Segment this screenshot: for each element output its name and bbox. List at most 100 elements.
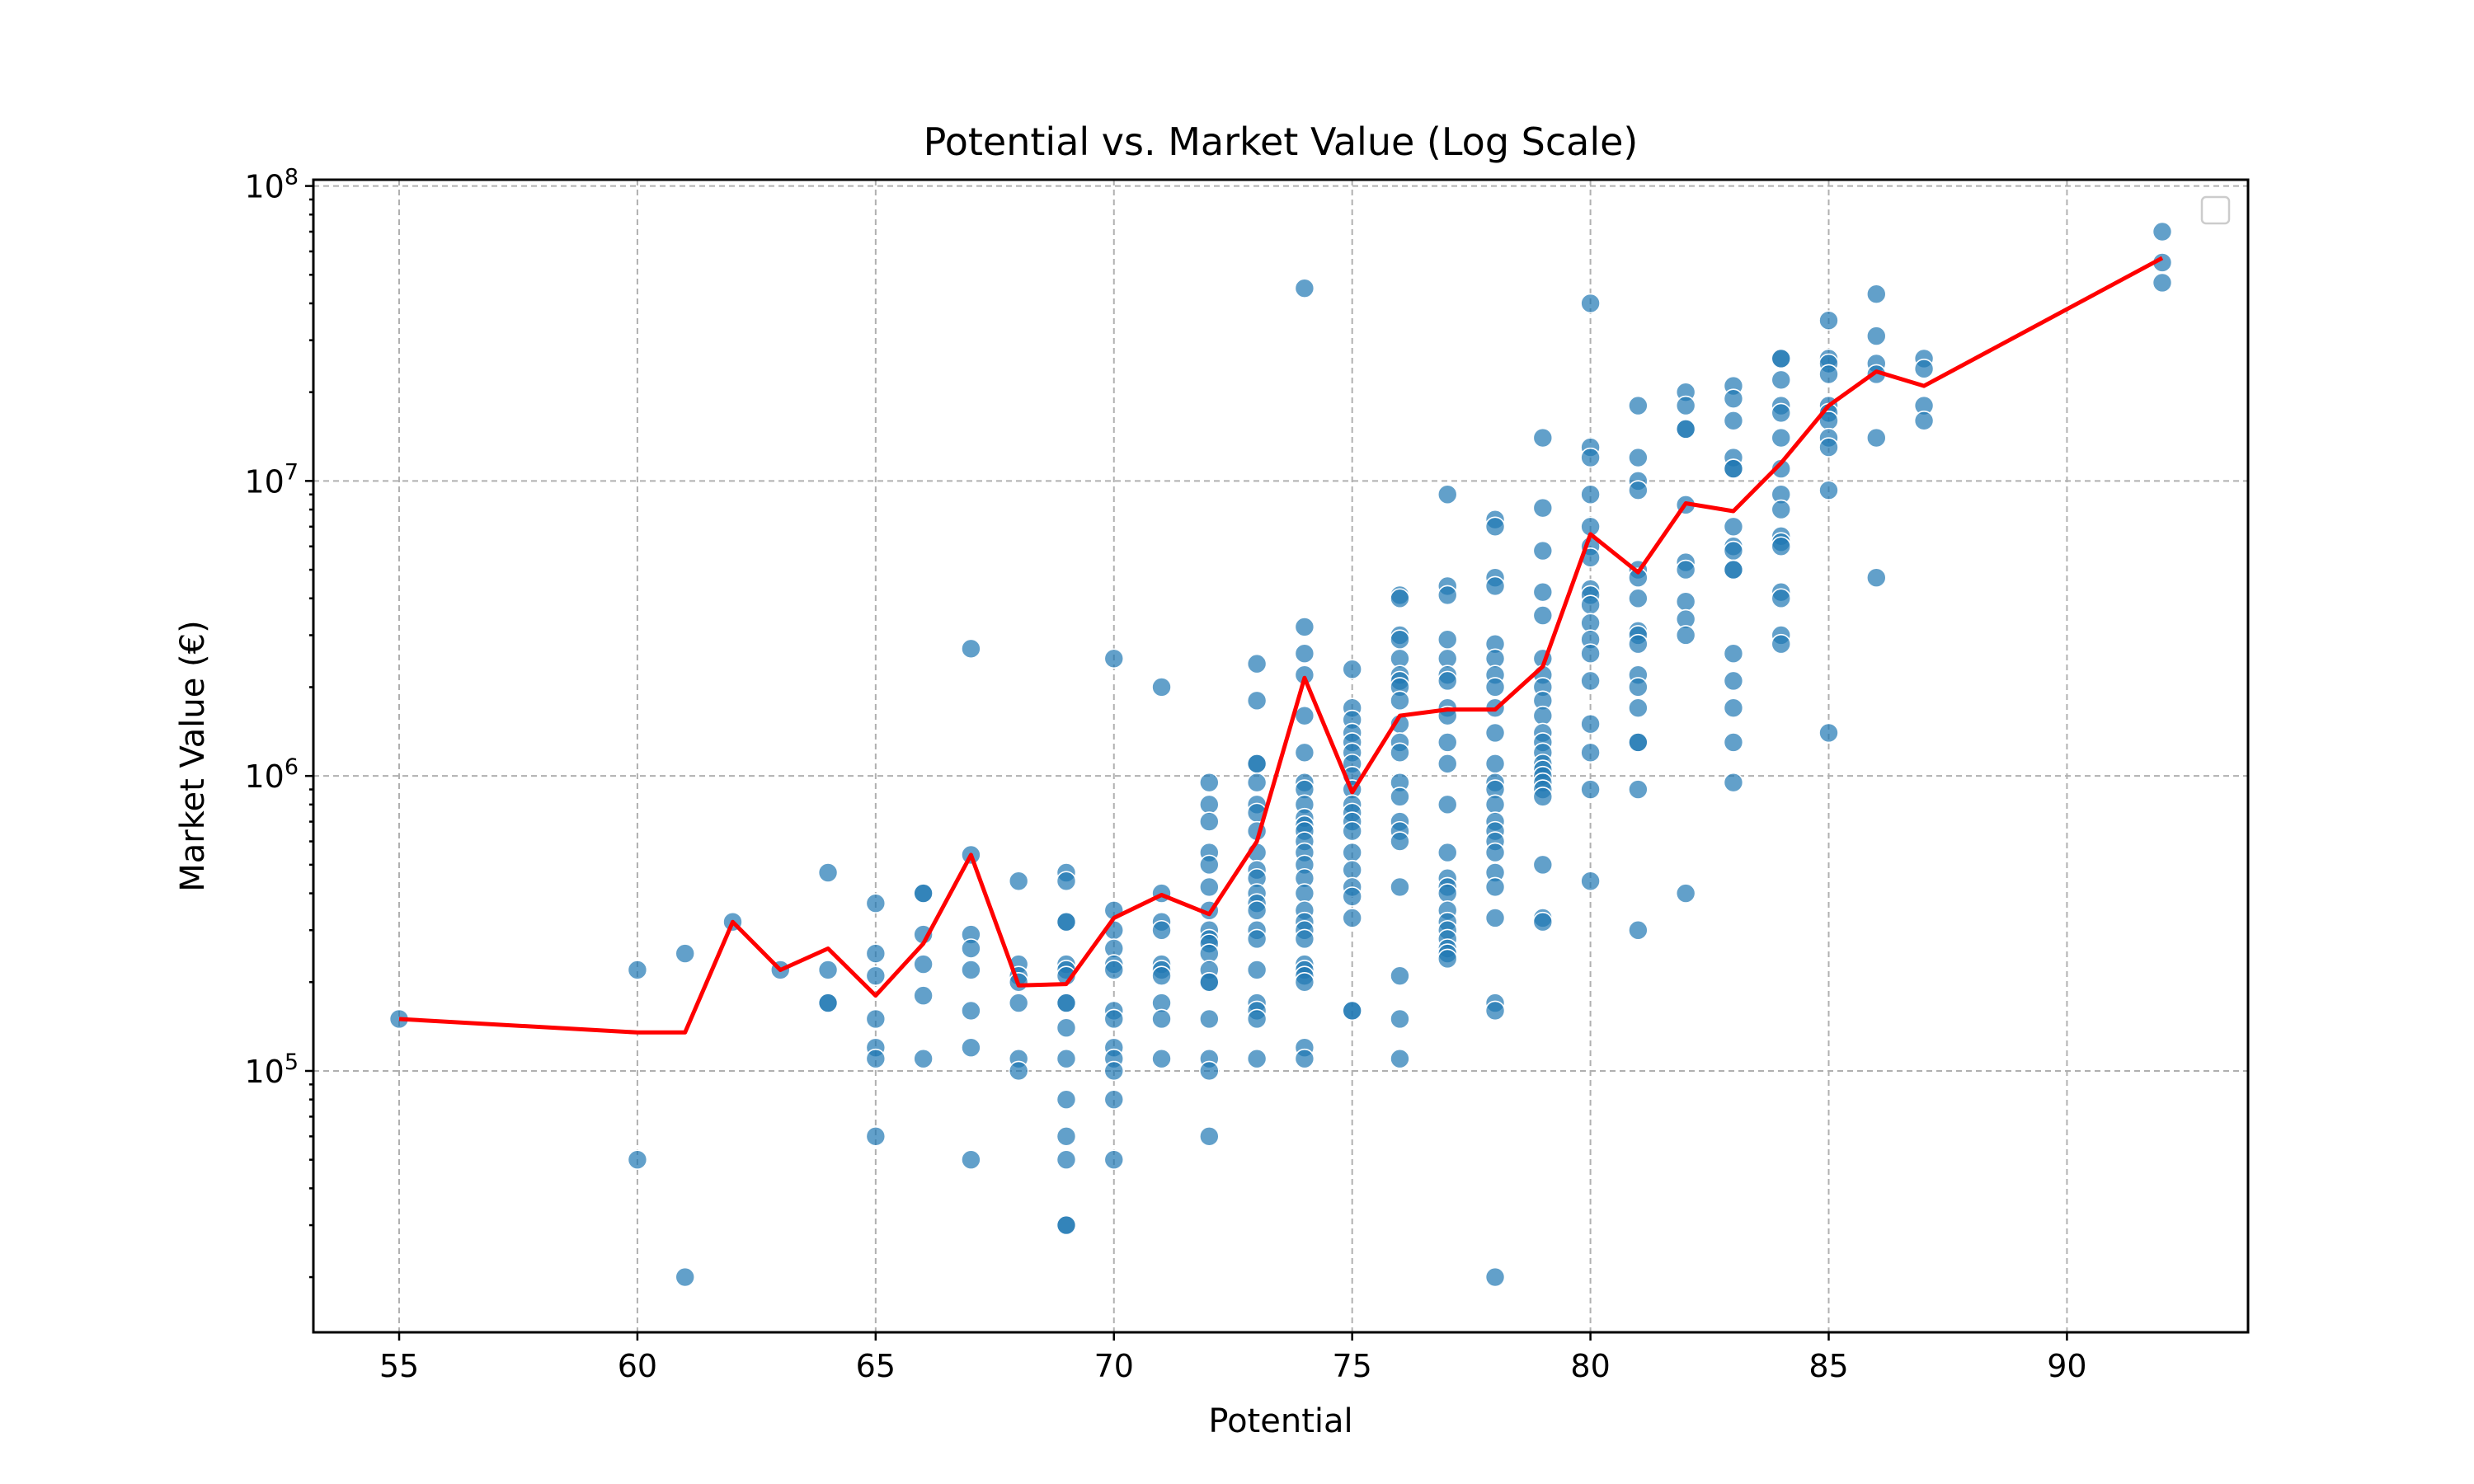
scatter-point: [1390, 629, 1410, 650]
scatter-point: [1580, 779, 1601, 800]
scatter-point: [1771, 348, 1792, 369]
scatter-point: [1532, 427, 1554, 448]
scatter-point: [1342, 908, 1362, 928]
scatter-point: [1008, 1060, 1029, 1082]
scatter-point: [1437, 484, 1458, 505]
scatter-point: [1532, 605, 1554, 626]
scatter-point: [1246, 1048, 1268, 1069]
scatter-point: [1294, 928, 1315, 950]
scatter-point: [1437, 948, 1458, 970]
scatter-point: [1580, 643, 1601, 664]
scatter-point: [1151, 677, 1172, 697]
scatter-point: [1294, 883, 1315, 904]
scatter-point: [1628, 732, 1649, 753]
scatter-point: [1723, 516, 1744, 538]
scatter-point: [1294, 278, 1315, 298]
scatter-point: [1865, 326, 1887, 346]
scatter-point: [1771, 633, 1792, 655]
scatter-point: [1484, 794, 1506, 815]
scatter-point: [1675, 559, 1696, 580]
scatter-point: [1628, 447, 1649, 468]
scatter-point: [1628, 779, 1649, 800]
scatter-point: [1675, 883, 1696, 904]
scatter-point: [1628, 697, 1649, 719]
scatter-point: [1628, 480, 1649, 500]
scatter-point: [1246, 1008, 1268, 1030]
scatter-point: [1246, 653, 1268, 674]
scatter-point: [1342, 1000, 1362, 1021]
scatter-point: [1913, 411, 1935, 431]
scatter-point: [913, 883, 934, 904]
legend-box: [2200, 195, 2231, 225]
scatter-point: [1865, 567, 1887, 589]
scatter-point: [1484, 575, 1506, 597]
x-tick-label: 80: [1570, 1348, 1610, 1384]
scatter-point: [1628, 633, 1649, 655]
scatter-point: [1342, 886, 1362, 907]
x-tick-label: 75: [1332, 1348, 1371, 1384]
scatter-point: [1390, 588, 1410, 609]
scatter-point: [1199, 1060, 1220, 1082]
scatter-point: [817, 960, 839, 980]
scatter-point: [865, 1126, 887, 1147]
scatter-point: [1484, 677, 1506, 697]
x-tick-label: 65: [856, 1348, 896, 1384]
scatter-point: [675, 943, 696, 964]
scatter-point: [1628, 588, 1649, 609]
scatter-point: [913, 954, 934, 974]
scatter-point: [1103, 1060, 1125, 1082]
scatter-point: [961, 1037, 981, 1058]
x-tick-label: 55: [379, 1348, 419, 1384]
scatter-point: [913, 1048, 934, 1069]
scatter-point: [1342, 842, 1362, 863]
scatter-point: [1246, 690, 1268, 711]
scatter-point: [1532, 497, 1554, 519]
scatter-point: [1342, 859, 1362, 881]
scatter-point: [1437, 629, 1458, 650]
scatter-point: [1056, 1089, 1077, 1110]
scatter-point: [817, 862, 839, 883]
scatter-point: [1103, 1089, 1125, 1110]
scatter-point: [1056, 993, 1077, 1013]
scatter-point: [1151, 1048, 1172, 1069]
scatter-point: [1484, 1000, 1506, 1021]
scatter-point: [817, 993, 839, 1013]
scatter-point: [1199, 1126, 1220, 1147]
scatter-point: [1771, 588, 1792, 609]
scatter-point: [1484, 516, 1506, 538]
scatter-point: [1675, 395, 1696, 416]
scatter-point: [2152, 221, 2173, 242]
scatter-point: [1723, 697, 1744, 719]
scatter-point: [1056, 1214, 1077, 1236]
scatter-point: [1580, 871, 1601, 892]
scatter-point: [1580, 484, 1601, 505]
scatter-point: [1390, 1008, 1410, 1030]
scatter-point: [1771, 499, 1792, 520]
y-tick-label: 108: [244, 165, 299, 205]
scatter-point: [1246, 928, 1268, 950]
trend-line-layer: [398, 256, 2164, 1035]
scatter-point: [1390, 965, 1410, 986]
scatter-point: [1056, 1149, 1077, 1170]
scatter-point: [1103, 960, 1125, 980]
scatter-point: [1342, 659, 1362, 680]
scatter-point: [1056, 1126, 1077, 1147]
scatter-point: [1056, 911, 1077, 932]
scatter-point: [1246, 960, 1268, 980]
scatter-point: [1771, 427, 1792, 448]
scatter-point: [1771, 458, 1792, 479]
scatter-point: [1723, 540, 1744, 561]
scatter-point: [1771, 536, 1792, 557]
scatter-point: [1484, 754, 1506, 774]
scatter-point: [1390, 876, 1410, 898]
scatter-point: [1294, 617, 1315, 637]
scatter-point: [1723, 458, 1744, 479]
scatter-point: [1390, 742, 1410, 763]
scatter-point: [1199, 772, 1220, 793]
scatter-point: [865, 893, 887, 913]
scatter-point: [961, 638, 981, 660]
scatter-point: [1532, 581, 1554, 603]
chart-title: Potential vs. Market Value (Log Scale): [924, 120, 1639, 164]
scatter-point: [1723, 772, 1744, 793]
scatter-point: [1390, 1048, 1410, 1069]
